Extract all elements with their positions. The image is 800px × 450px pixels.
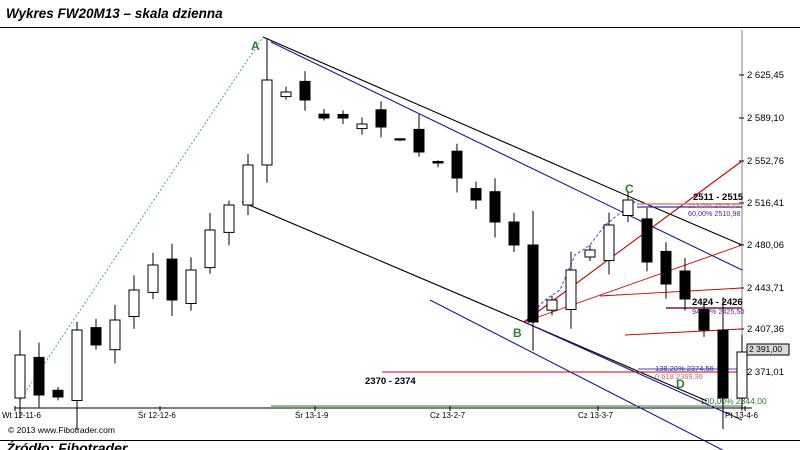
svg-text:2 589,10: 2 589,10	[747, 113, 784, 124]
svg-text:2 552,76: 2 552,76	[747, 156, 784, 167]
svg-text:2 625,45: 2 625,45	[747, 70, 784, 81]
svg-text:2370 - 2374: 2370 - 2374	[365, 376, 416, 387]
svg-text:2 516,41: 2 516,41	[747, 198, 784, 209]
svg-text:A: A	[251, 39, 260, 53]
svg-text:2 371,01: 2 371,01	[747, 367, 784, 378]
svg-text:0,618 2369,36: 0,618 2369,36	[655, 372, 703, 381]
svg-text:B: B	[513, 326, 522, 340]
svg-text:2 480,06: 2 480,06	[747, 240, 784, 251]
svg-text:60,00% 2510,98: 60,00% 2510,98	[688, 209, 740, 218]
svg-text:100,00% 2344,00: 100,00% 2344,00	[700, 396, 767, 406]
svg-text:2 407,36: 2 407,36	[747, 324, 784, 335]
svg-text:C: C	[625, 182, 634, 196]
svg-text:2 443,71: 2 443,71	[747, 283, 784, 294]
svg-text:2 391,00: 2 391,00	[749, 344, 782, 354]
